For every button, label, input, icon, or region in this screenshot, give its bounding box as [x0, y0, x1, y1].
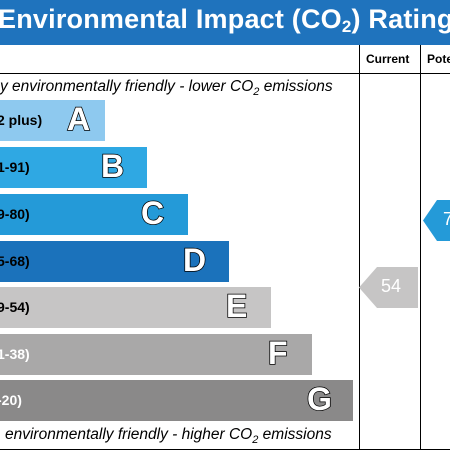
bottom-note-text-end: emissions: [258, 426, 332, 443]
band-d: 5-68) D: [0, 241, 229, 282]
band-e-letter: E: [225, 287, 248, 325]
band-d-range: 5-68): [0, 253, 30, 269]
top-note-text: y environmentally friendly - lower CO: [0, 78, 254, 95]
band-e-range: 9-54): [0, 299, 30, 315]
title-text: Environmental Impact (CO: [0, 4, 342, 34]
band-c-range: 9-80): [0, 206, 30, 222]
band-b-range: 1-91): [0, 159, 30, 175]
band-f: 1-38) F: [0, 334, 312, 375]
band-f-range: 1-38): [0, 346, 30, 362]
band-a-range: 2 plus): [0, 112, 43, 128]
potential-rating-value: 7: [443, 209, 450, 229]
header-bar: Environmental Impact (CO2) Rating: [0, 0, 450, 45]
top-note-text-end: emissions: [259, 78, 333, 95]
band-g-range: -20): [0, 392, 22, 408]
page-title: Environmental Impact (CO2) Rating: [0, 4, 450, 36]
band-f-letter: F: [267, 334, 288, 372]
band-e: 9-54) E: [0, 287, 271, 328]
band-a-letter: A: [66, 100, 91, 138]
band-d-letter: D: [182, 241, 207, 279]
bottom-note: environmentally friendly - higher CO2 em…: [5, 426, 332, 446]
potential-rating-arrow-shape: [423, 200, 450, 241]
column-divider-potential: [420, 45, 421, 450]
top-note-subscript: 2: [253, 86, 260, 98]
column-header-potential: Pote: [427, 52, 450, 66]
potential-rating-arrow: 7: [423, 200, 450, 241]
title-subscript: 2: [341, 17, 352, 36]
current-rating-value: 54: [381, 276, 402, 296]
current-rating-arrow: 54: [359, 267, 419, 308]
current-rating-arrow-shape: [359, 267, 418, 308]
band-b-letter: B: [100, 147, 125, 185]
bottom-note-text: environmentally friendly - higher CO: [5, 426, 253, 443]
title-text-end: ) Rating: [351, 4, 450, 34]
band-g: -20) G: [0, 380, 353, 421]
band-c: 9-80) C: [0, 194, 188, 235]
top-note: y environmentally friendly - lower CO2 e…: [0, 78, 333, 98]
column-divider-current: [359, 45, 360, 450]
band-c-letter: C: [140, 194, 165, 232]
header-row-divider: [0, 73, 450, 74]
column-header-current: Current: [366, 52, 410, 66]
band-g-letter: G: [306, 380, 332, 418]
band-a: 2 plus) A: [0, 100, 105, 141]
bottom-note-subscript: 2: [252, 434, 259, 446]
band-b: 1-91) B: [0, 147, 147, 188]
